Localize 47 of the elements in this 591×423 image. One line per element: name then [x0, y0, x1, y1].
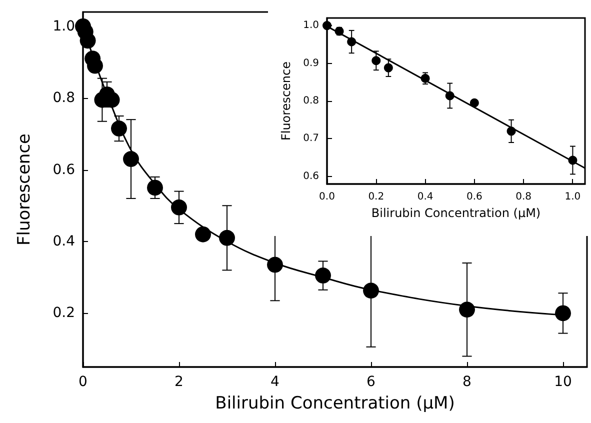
x-tick-label: 0.4 [417, 192, 434, 202]
point [171, 199, 187, 216]
x-tick-label: 10 [554, 374, 572, 390]
y-tick-label: 0.9 [303, 58, 319, 69]
x-tick-label: 0.0 [319, 192, 335, 202]
y-tick-label: 1.0 [52, 18, 75, 34]
x-tick-label: 0 [78, 374, 88, 390]
point [363, 282, 379, 299]
point [267, 256, 283, 273]
x-axis-title: Bilirubin Concentration (μM) [215, 394, 455, 414]
x-tick-label: 0.6 [466, 192, 482, 202]
x-tick-label: 8 [462, 374, 472, 390]
y-axis-title: Fluorescence [14, 134, 34, 246]
x-axis-title: Bilirubin Concentration (μM) [371, 206, 541, 220]
point [219, 230, 235, 246]
point [384, 63, 393, 72]
point [111, 120, 127, 137]
y-tick-label: 0.4 [52, 233, 76, 250]
y-tick-label: 0.6 [52, 162, 76, 178]
point [459, 302, 475, 318]
x-tick-label: 0.8 [516, 192, 532, 202]
x-tick-label: 1.0 [564, 192, 581, 202]
x-tick-label: 6 [366, 374, 376, 390]
point [372, 56, 381, 66]
y-axis-title: Fluorescence [279, 61, 293, 141]
point [568, 156, 578, 165]
y-tick-label: 0.6 [303, 170, 319, 182]
point [506, 126, 516, 136]
point [470, 98, 479, 108]
y-tick-label: 0.8 [52, 90, 75, 106]
x-tick-label: 0.2 [368, 192, 384, 202]
point [555, 305, 571, 322]
point [315, 268, 331, 284]
x-tick-label: 2 [174, 374, 184, 390]
point [80, 32, 96, 49]
y-tick-label: 1.0 [303, 20, 319, 32]
point [347, 37, 356, 46]
y-tick-label: 0.8 [303, 96, 319, 106]
point [195, 226, 211, 242]
point [123, 151, 139, 168]
point [87, 58, 103, 74]
y-tick-label: 0.7 [303, 133, 319, 144]
point [445, 91, 454, 100]
point [147, 180, 163, 196]
y-tick-label: 0.2 [52, 305, 75, 322]
x-tick-label: 4 [270, 374, 280, 390]
point [420, 74, 430, 83]
